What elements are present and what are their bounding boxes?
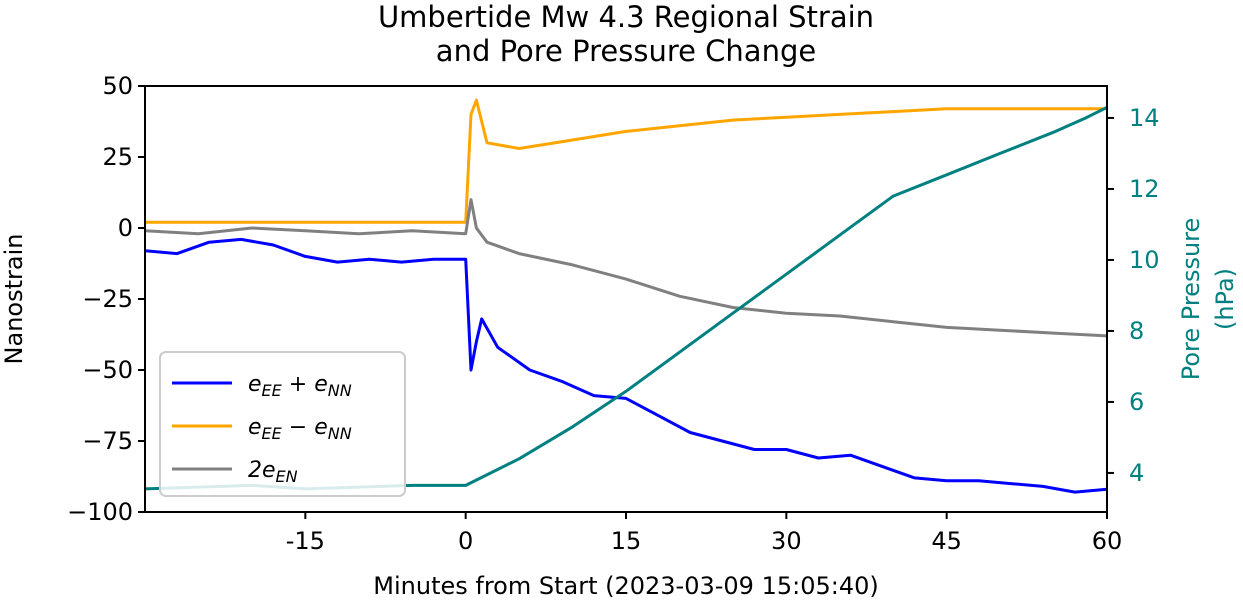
y2-tick-label: 14	[1129, 104, 1160, 132]
y2-tick-label: 8	[1129, 317, 1144, 345]
x-tick-label: 60	[1092, 527, 1123, 555]
x-tick-label: -15	[286, 527, 325, 555]
y-tick-label: −50	[82, 356, 133, 384]
y2-tick-label: 10	[1129, 246, 1160, 274]
chart-title-line: and Pore Pressure Change	[436, 34, 816, 68]
y-tick-label: 50	[102, 72, 133, 100]
y2-tick-label: 4	[1129, 459, 1144, 487]
y2-axis-label-line: Pore Pressure	[1177, 218, 1205, 381]
legend-label: 2eEN	[248, 458, 298, 486]
chart-title-line: Umbertide Mw 4.3 Regional Strain	[378, 0, 874, 34]
x-tick-label: 45	[931, 527, 962, 555]
series-line-1	[145, 98, 1107, 224]
x-tick-label: 0	[458, 527, 473, 555]
y-tick-label: −75	[82, 427, 133, 455]
legend-label: eEE − eNN	[248, 415, 352, 443]
x-tick-label: 15	[611, 527, 642, 555]
y-tick-label: −100	[67, 498, 133, 526]
y2-tick-label: 6	[1129, 388, 1144, 416]
y2-tick-label: 12	[1129, 175, 1160, 203]
y-axis-label: Nanostrain	[0, 234, 28, 365]
x-tick-label: 30	[771, 527, 802, 555]
series-line-2	[145, 198, 1107, 338]
y-tick-label: 25	[102, 143, 133, 171]
y-tick-label: 0	[118, 214, 133, 242]
legend-label: eEE + eNN	[248, 372, 352, 400]
series-line-0	[145, 237, 1107, 494]
legend-box	[159, 351, 406, 497]
y-tick-label: −25	[82, 285, 133, 313]
x-axis-label: Minutes from Start (2023-03-09 15:05:40)	[373, 572, 878, 600]
y2-axis-label-line: (hPa)	[1211, 268, 1239, 330]
